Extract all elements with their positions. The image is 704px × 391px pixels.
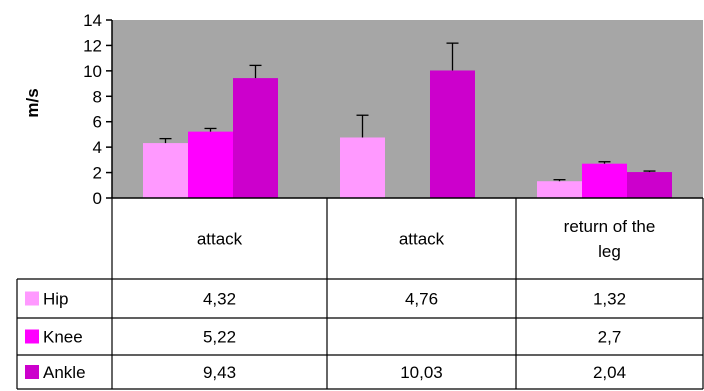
legend-key-ankle — [25, 365, 39, 379]
legend-key-hip — [25, 291, 39, 306]
data-label: 9,43 — [203, 363, 236, 382]
bar-knee — [582, 163, 627, 198]
bar-hip — [340, 137, 385, 198]
data-label: 4,76 — [405, 290, 438, 309]
data-label: 1,32 — [593, 290, 626, 309]
data-label: 10,03 — [400, 363, 443, 382]
y-tick-label: 14 — [83, 11, 102, 30]
plot-area: 0 2 4 6 8 10 12 14 attack attack return of the leg H… — [16, 11, 704, 390]
data-label: 2,04 — [593, 363, 626, 382]
bar-hip — [537, 181, 582, 198]
data-label: 5,22 — [203, 328, 236, 347]
bar-hip — [143, 143, 188, 198]
data-label: 2,7 — [598, 328, 622, 347]
legend-key-knee — [25, 329, 39, 344]
y-tick-label: 2 — [93, 164, 102, 183]
category-label: return of the — [564, 217, 656, 236]
y-tick-label: 12 — [83, 36, 102, 55]
category-label: leg — [598, 242, 621, 261]
bar-ankle — [627, 172, 672, 198]
legend-label: Hip — [43, 290, 69, 309]
bar-ankle — [233, 78, 278, 198]
y-tick-label: 8 — [93, 87, 102, 106]
bar-ankle — [430, 70, 475, 198]
y-tick-label: 6 — [93, 113, 102, 132]
bar-knee — [188, 131, 233, 198]
y-tick-label: 4 — [93, 138, 102, 157]
legend-label: Knee — [43, 328, 83, 347]
category-label: attack — [399, 230, 445, 249]
y-tick-label: 0 — [93, 189, 102, 208]
data-label: 4,32 — [203, 290, 236, 309]
legend-label: Ankle — [43, 363, 86, 382]
category-label: attack — [197, 230, 243, 249]
y-axis-label: m/s — [23, 88, 42, 117]
y-tick-label: 10 — [83, 62, 102, 81]
